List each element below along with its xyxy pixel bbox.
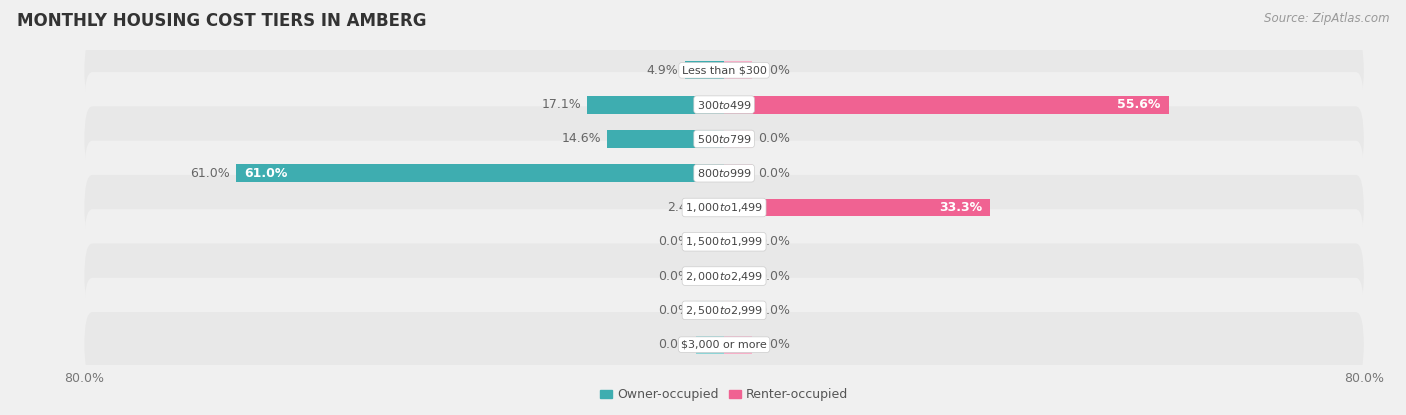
- Bar: [588, 96, 724, 114]
- Text: 0.0%: 0.0%: [658, 304, 690, 317]
- Text: 0.0%: 0.0%: [658, 270, 690, 283]
- Text: Source: ZipAtlas.com: Source: ZipAtlas.com: [1264, 12, 1389, 25]
- Text: 14.6%: 14.6%: [561, 132, 600, 145]
- Bar: [607, 130, 724, 148]
- Bar: [685, 61, 724, 79]
- Text: 0.0%: 0.0%: [758, 64, 790, 77]
- Text: $2,000 to $2,499: $2,000 to $2,499: [685, 270, 763, 283]
- Text: 4.9%: 4.9%: [647, 64, 679, 77]
- Text: $3,000 or more: $3,000 or more: [682, 339, 766, 349]
- Text: 55.6%: 55.6%: [1118, 98, 1161, 111]
- Text: $500 to $799: $500 to $799: [696, 133, 752, 145]
- Bar: [724, 336, 752, 354]
- Text: 0.0%: 0.0%: [758, 235, 790, 248]
- FancyBboxPatch shape: [84, 141, 1364, 206]
- Legend: Owner-occupied, Renter-occupied: Owner-occupied, Renter-occupied: [595, 383, 853, 406]
- FancyBboxPatch shape: [84, 106, 1364, 171]
- Bar: [696, 233, 724, 251]
- Bar: [724, 267, 752, 285]
- Bar: [696, 301, 724, 319]
- Text: 0.0%: 0.0%: [658, 235, 690, 248]
- Text: 17.1%: 17.1%: [541, 98, 581, 111]
- Bar: [724, 164, 752, 182]
- Bar: [724, 301, 752, 319]
- Text: 2.4%: 2.4%: [666, 201, 699, 214]
- Text: 33.3%: 33.3%: [939, 201, 983, 214]
- Text: 0.0%: 0.0%: [758, 167, 790, 180]
- Text: Less than $300: Less than $300: [682, 66, 766, 76]
- Text: 61.0%: 61.0%: [190, 167, 231, 180]
- FancyBboxPatch shape: [84, 72, 1364, 137]
- Text: 0.0%: 0.0%: [758, 304, 790, 317]
- FancyBboxPatch shape: [84, 278, 1364, 343]
- FancyBboxPatch shape: [84, 209, 1364, 274]
- Text: $2,500 to $2,999: $2,500 to $2,999: [685, 304, 763, 317]
- Bar: [724, 61, 752, 79]
- Bar: [724, 199, 990, 216]
- Bar: [724, 96, 1168, 114]
- Text: 0.0%: 0.0%: [758, 132, 790, 145]
- Text: $800 to $999: $800 to $999: [696, 167, 752, 179]
- Bar: [236, 164, 724, 182]
- Bar: [696, 336, 724, 354]
- Bar: [704, 199, 724, 216]
- Text: $1,000 to $1,499: $1,000 to $1,499: [685, 201, 763, 214]
- Text: MONTHLY HOUSING COST TIERS IN AMBERG: MONTHLY HOUSING COST TIERS IN AMBERG: [17, 12, 426, 30]
- Text: 0.0%: 0.0%: [758, 270, 790, 283]
- Text: $300 to $499: $300 to $499: [696, 99, 752, 111]
- Text: 0.0%: 0.0%: [758, 338, 790, 351]
- Bar: [724, 233, 752, 251]
- FancyBboxPatch shape: [84, 38, 1364, 103]
- Bar: [724, 130, 752, 148]
- Bar: [696, 267, 724, 285]
- Text: 61.0%: 61.0%: [245, 167, 288, 180]
- Text: 0.0%: 0.0%: [658, 338, 690, 351]
- FancyBboxPatch shape: [84, 312, 1364, 377]
- FancyBboxPatch shape: [84, 175, 1364, 240]
- Text: $1,500 to $1,999: $1,500 to $1,999: [685, 235, 763, 248]
- FancyBboxPatch shape: [84, 244, 1364, 309]
